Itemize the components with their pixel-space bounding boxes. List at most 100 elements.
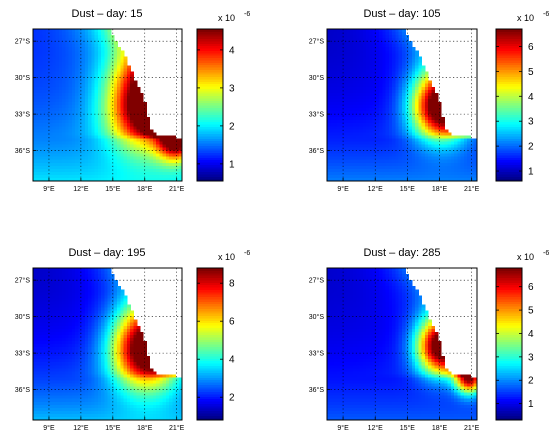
heatmap-cell (52, 89, 57, 94)
heatmap-cell (126, 165, 131, 170)
heatmap-cell (84, 331, 89, 336)
heatmap-cell (356, 59, 361, 64)
heatmap-cell (398, 105, 403, 109)
colorbar-step (496, 78, 522, 82)
heatmap-cell (68, 95, 73, 100)
heatmap-cell (126, 319, 131, 324)
heatmap-cell (169, 156, 173, 161)
heatmap-cell (78, 123, 83, 127)
heatmap-cell (36, 86, 41, 91)
heatmap-cell (107, 331, 112, 336)
heatmap-cell (327, 80, 331, 85)
heatmap-cell (457, 177, 462, 182)
colorbar-step (197, 124, 223, 127)
heatmap-cell (88, 35, 92, 39)
colorbar-step (496, 50, 522, 54)
heatmap-cell (107, 325, 112, 330)
heatmap-cell (91, 38, 96, 42)
heatmap-cell (55, 362, 60, 366)
heatmap-cell (33, 174, 37, 179)
heatmap-cell (136, 371, 141, 375)
heatmap-cell (327, 132, 331, 136)
heatmap-cell (123, 350, 128, 354)
heatmap-cell (58, 374, 63, 379)
heatmap-cell (78, 92, 83, 97)
heatmap-cell (398, 59, 403, 64)
heatmap-cell (444, 144, 449, 149)
heatmap-cell (362, 98, 367, 103)
heatmap-cell (49, 123, 54, 127)
heatmap-cell (411, 86, 416, 91)
heatmap-cell (136, 138, 141, 143)
heatmap-cell (36, 68, 41, 73)
heatmap-cell (395, 114, 400, 118)
heatmap-cell (402, 62, 406, 67)
heatmap-cell (136, 86, 141, 91)
heatmap-cell (117, 62, 122, 67)
colorbar-step (197, 40, 223, 44)
heatmap-cell (379, 68, 384, 73)
heatmap-cell (91, 95, 96, 100)
heatmap-cell (395, 123, 400, 127)
heatmap-cell (447, 162, 452, 167)
heatmap-cell (356, 162, 361, 167)
heatmap-cell (65, 86, 70, 91)
heatmap-cell (65, 105, 70, 109)
heatmap-cell (392, 168, 397, 173)
heatmap-cell (107, 374, 112, 379)
heatmap-cell (55, 53, 60, 57)
heatmap-cell (104, 156, 109, 161)
heatmap-cell (65, 47, 70, 51)
heatmap-cell (81, 331, 86, 336)
heatmap-cell (454, 135, 459, 140)
heatmap-cell (126, 374, 131, 379)
heatmap-cell (398, 165, 403, 170)
heatmap-cell (330, 168, 335, 173)
heatmap-cell (107, 280, 112, 284)
heatmap-cell (415, 83, 419, 88)
heatmap-cell (340, 86, 344, 91)
heatmap-cell (58, 44, 63, 48)
heatmap-cell (405, 89, 410, 94)
heatmap-cell (349, 83, 354, 88)
heatmap-cell (366, 101, 370, 106)
heatmap-cell (356, 132, 361, 136)
heatmap-cell (388, 29, 393, 33)
heatmap-cell (408, 105, 413, 109)
heatmap-cell (49, 347, 54, 351)
heatmap-cell (39, 95, 44, 100)
heatmap-cell (130, 80, 135, 85)
heatmap-cell (36, 53, 41, 57)
heatmap-cell (91, 80, 96, 85)
heatmap-cell (441, 132, 445, 136)
heatmap-cell (75, 74, 79, 79)
heatmap-cell (36, 298, 41, 303)
heatmap-cell (424, 138, 429, 143)
heatmap-cell (65, 171, 70, 176)
heatmap-cell (45, 83, 50, 88)
heatmap-cell (97, 147, 102, 152)
heatmap-cell (375, 68, 380, 73)
heatmap-cell (45, 322, 50, 327)
heatmap-cell (431, 86, 436, 91)
heatmap-cell (33, 117, 37, 121)
heatmap-cell (327, 108, 331, 112)
heatmap-cell (375, 162, 380, 167)
heatmap-cell (91, 337, 96, 342)
heatmap-cell (398, 65, 403, 70)
heatmap-cell (333, 108, 338, 112)
heatmap-cell (65, 117, 70, 121)
heatmap-cell (369, 53, 374, 57)
heatmap-cell (107, 141, 112, 146)
heatmap-cell (101, 114, 105, 118)
x-tick-label: 15°E (400, 185, 416, 193)
heatmap-cell (395, 68, 400, 73)
heatmap-cell (460, 177, 465, 182)
heatmap-cell (327, 165, 331, 170)
heatmap-cell (36, 171, 41, 176)
heatmap-cell (75, 165, 79, 170)
heatmap-cell (139, 177, 144, 182)
heatmap-cell (71, 95, 76, 100)
heatmap-cell (385, 114, 390, 118)
heatmap-cell (146, 171, 151, 176)
